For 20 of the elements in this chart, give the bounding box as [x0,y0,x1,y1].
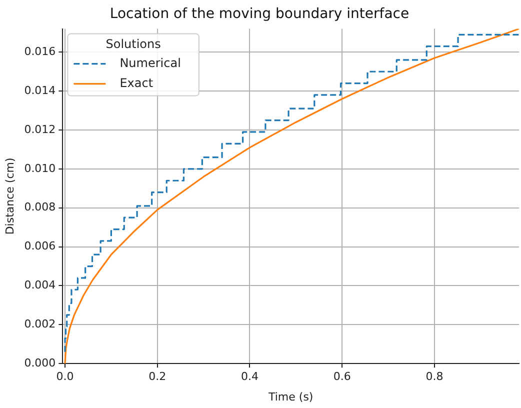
chart-title: Location of the moving boundary interface [110,6,410,22]
y-tick-label: 0.008 [24,200,56,214]
x-tick-label: 0.8 [426,370,444,384]
x-tick-label: 0.4 [240,370,258,384]
x-tick-label: 0.6 [333,370,351,384]
y-tick-label: 0.010 [24,162,56,175]
x-tick-label: 0.0 [56,370,74,384]
legend-label: Exact [120,76,154,90]
y-tick-label: 0.012 [24,122,56,136]
x-tick-label: 0.2 [148,370,166,384]
legend-label: Numerical [120,56,181,70]
y-tick-label: 0.002 [24,318,56,331]
y-axis-title: Distance (cm) [3,158,16,235]
x-axis-title: Time (s) [267,390,314,404]
y-tick-label: 0.000 [24,356,56,370]
y-tick-label: 0.014 [24,84,56,97]
legend-title: Solutions [106,36,161,51]
y-tick-label: 0.006 [24,240,56,253]
y-tick-label: 0.016 [24,45,56,58]
y-tick-label: 0.004 [24,278,56,292]
